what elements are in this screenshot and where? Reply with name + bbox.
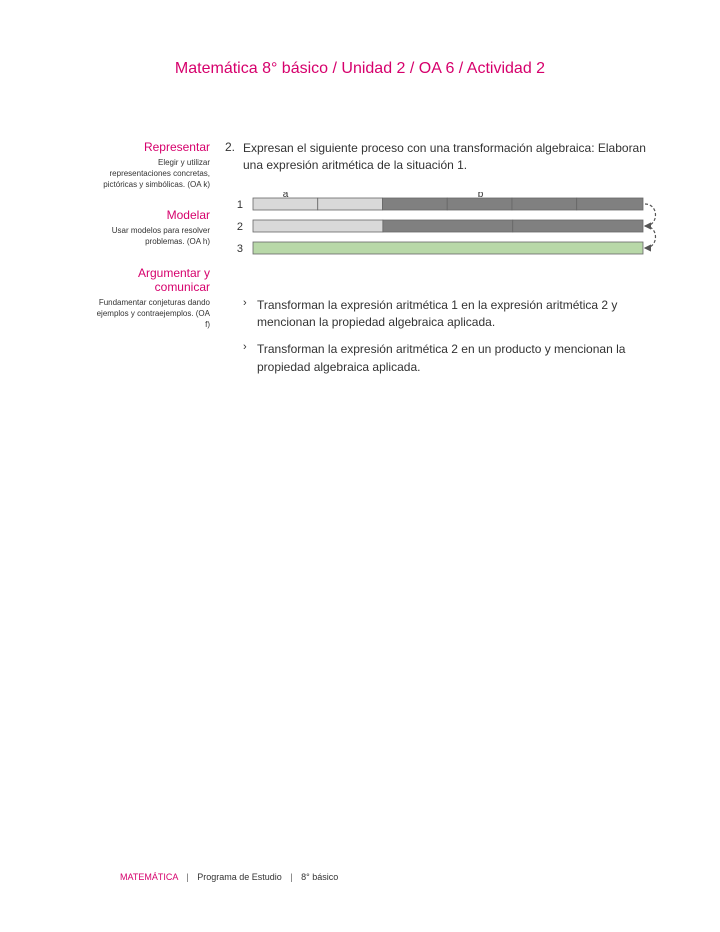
bullet-item: › Transforman la expresión aritmética 2 … bbox=[243, 341, 655, 376]
bar-diagram: 123ab bbox=[231, 192, 655, 279]
sidebar-desc: Elegir y utilizar representaciones concr… bbox=[95, 158, 210, 190]
sidebar-block-argumentar: Argumentar y comunicar Fundamentar conje… bbox=[95, 266, 210, 330]
footer-sep: | bbox=[290, 872, 292, 882]
main-content: 2. Expresan el siguiente proceso con una… bbox=[225, 140, 655, 386]
task-number: 2. bbox=[225, 140, 243, 174]
page-footer: MATEMÁTICA | Programa de Estudio | 8° bá… bbox=[120, 872, 338, 882]
bullet-item: › Transforman la expresión aritmética 1 … bbox=[243, 297, 655, 332]
footer-part: 8° básico bbox=[301, 872, 338, 882]
sidebar-desc: Fundamentar conjeturas dando ejemplos y … bbox=[95, 298, 210, 330]
task: 2. Expresan el siguiente proceso con una… bbox=[225, 140, 655, 174]
diagram-svg: 123ab bbox=[231, 192, 661, 274]
task-text: Expresan el siguiente proceso con una tr… bbox=[243, 140, 655, 174]
bullet-list: › Transforman la expresión aritmética 1 … bbox=[243, 297, 655, 377]
sidebar-heading: Modelar bbox=[95, 208, 210, 222]
footer-sep: | bbox=[186, 872, 188, 882]
sidebar-block-modelar: Modelar Usar modelos para resolver probl… bbox=[95, 208, 210, 248]
svg-text:2: 2 bbox=[237, 221, 243, 233]
footer-brand: MATEMÁTICA bbox=[120, 872, 178, 882]
footer-part: Programa de Estudio bbox=[197, 872, 282, 882]
sidebar: Representar Elegir y utilizar representa… bbox=[95, 140, 210, 348]
sidebar-heading: Representar bbox=[95, 140, 210, 154]
sidebar-block-representar: Representar Elegir y utilizar representa… bbox=[95, 140, 210, 190]
svg-text:1: 1 bbox=[237, 199, 243, 211]
sidebar-heading: Argumentar y comunicar bbox=[95, 266, 210, 294]
svg-text:3: 3 bbox=[237, 243, 243, 255]
sidebar-desc: Usar modelos para resolver problemas. (O… bbox=[95, 226, 210, 248]
bullet-text: Transforman la expresión aritmética 1 en… bbox=[257, 297, 655, 332]
bullet-text: Transforman la expresión aritmética 2 en… bbox=[257, 341, 655, 376]
chevron-icon: › bbox=[243, 297, 257, 332]
page-title: Matemática 8° básico / Unidad 2 / OA 6 /… bbox=[0, 60, 720, 78]
chevron-icon: › bbox=[243, 341, 257, 376]
